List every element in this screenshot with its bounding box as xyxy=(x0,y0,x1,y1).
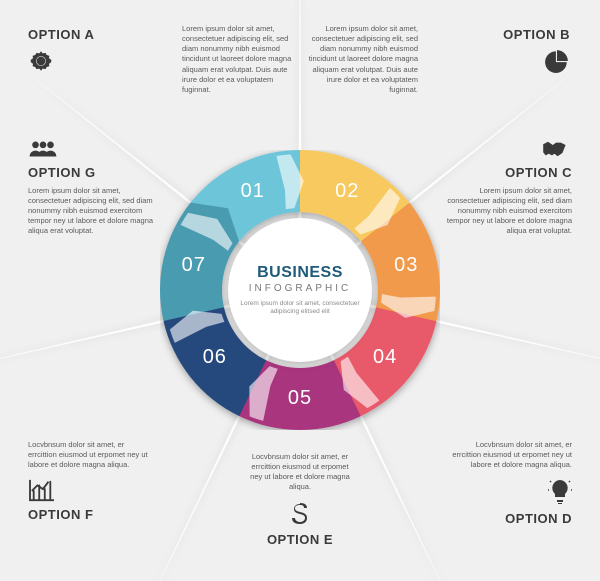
option-e: Locvbnsum dolor sit amet, er errcittion … xyxy=(250,452,350,552)
segment-number: 02 xyxy=(327,180,367,203)
gear-icon xyxy=(28,48,178,74)
option-a: OPTION A xyxy=(28,22,178,74)
option-e-label: OPTION E xyxy=(250,531,350,549)
handshake-icon xyxy=(540,138,572,160)
hub-title: BUSINESS xyxy=(257,264,343,282)
option-f-label: OPTION F xyxy=(28,506,148,524)
option-b-label: OPTION B xyxy=(420,26,570,44)
option-g-text: Lorem ipsum dolor sit amet, consectetuer… xyxy=(28,186,158,237)
option-f-text: Locvbnsum dolor sit amet, er errcittion … xyxy=(28,440,148,470)
segment-number: 04 xyxy=(365,346,405,369)
people-icon xyxy=(28,138,158,160)
donut-hub: BUSINESS INFOGRAPHIC Lorem ipsum dolor s… xyxy=(228,218,372,362)
option-c-label: OPTION C xyxy=(442,164,572,182)
option-d-label: OPTION D xyxy=(452,510,572,528)
bulb-icon xyxy=(548,478,572,506)
option-f: Locvbnsum dolor sit amet, er errcittion … xyxy=(28,440,148,528)
segment-number: 03 xyxy=(386,254,426,277)
option-b-text: Lorem ipsum dolor sit amet, consectetuer… xyxy=(308,24,418,95)
option-a-label: OPTION A xyxy=(28,26,178,44)
segment-number: 06 xyxy=(195,346,235,369)
option-c-text: Lorem ipsum dolor sit amet, consectetuer… xyxy=(442,186,572,237)
option-c: OPTION C Lorem ipsum dolor sit amet, con… xyxy=(442,138,572,236)
pie-icon xyxy=(544,48,570,74)
segment-number: 05 xyxy=(280,387,320,410)
option-g-label: OPTION G xyxy=(28,164,158,182)
option-g: OPTION G Lorem ipsum dolor sit amet, con… xyxy=(28,138,158,236)
hub-subtitle: INFOGRAPHIC xyxy=(249,283,351,294)
option-d-text: Locvbnsum dolor sit amet, er errcittion … xyxy=(452,440,572,470)
barchart-icon xyxy=(28,478,148,502)
segment-number: 07 xyxy=(174,254,214,277)
donut-chart: 01 02 03 04 05 06 07 BUSINESS INFOGRAPHIC Lore… xyxy=(160,150,440,430)
option-a-text: Lorem ipsum dolor sit amet, consectetuer… xyxy=(182,24,292,95)
option-d: Locvbnsum dolor sit amet, er errcittion … xyxy=(452,440,572,532)
option-e-text: Locvbnsum dolor sit amet, er errcittion … xyxy=(250,452,350,493)
dollar-icon xyxy=(290,501,310,527)
segment-number: 01 xyxy=(233,180,273,203)
hub-desc: Lorem ipsum dolor sit amet, consectetuer… xyxy=(238,300,362,317)
option-b: OPTION B xyxy=(420,22,570,74)
